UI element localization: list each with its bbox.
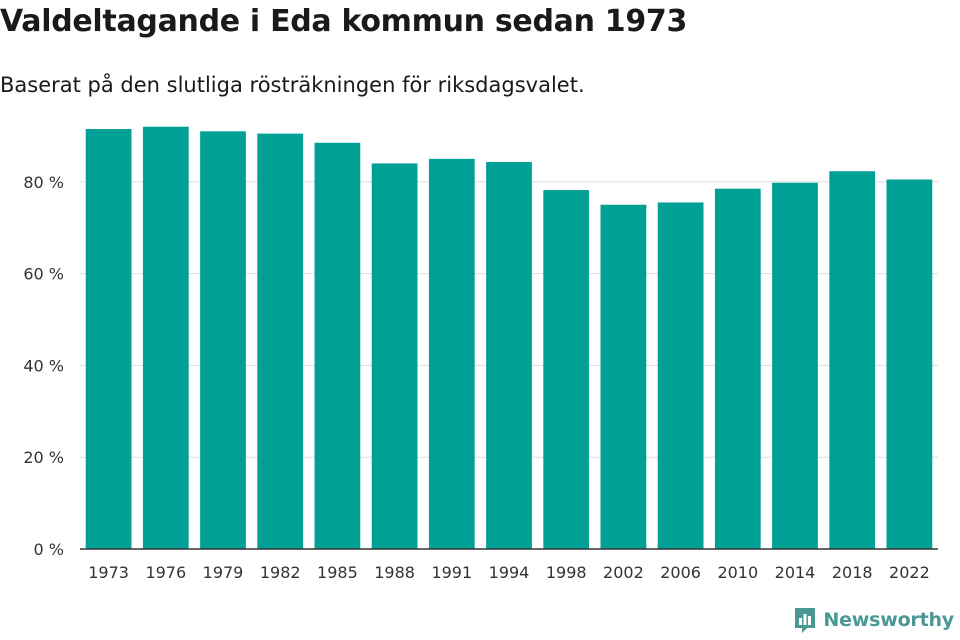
chart-subtitle: Baserat på den slutliga rösträkningen fö… [0, 73, 585, 97]
bar-1985 [314, 142, 361, 549]
brand-name: Newsworthy [823, 609, 954, 631]
bar-1998 [543, 190, 590, 549]
bars [85, 126, 933, 550]
x-tick-label: 1998 [546, 563, 587, 582]
x-tick-label: 2022 [889, 563, 930, 582]
y-tick-label: 20 % [23, 448, 64, 467]
x-tick-label: 1979 [203, 563, 244, 582]
bar-2014 [772, 182, 818, 549]
x-tick-label: 1988 [374, 563, 415, 582]
bar-1979 [200, 131, 246, 549]
bar-2018 [829, 171, 876, 550]
x-tick-label: 1976 [145, 563, 186, 582]
x-tick-label: 1985 [317, 563, 358, 582]
newsworthy-brand: Newsworthy [793, 606, 954, 634]
y-axis-ticks: 0 % 20 % 40 % 60 % 80 % [23, 173, 64, 559]
x-tick-label: 1973 [88, 563, 129, 582]
chart-title: Valdeltagande i Eda kommun sedan 1973 [0, 4, 688, 39]
bar-2002 [600, 204, 647, 549]
x-tick-label: 2018 [832, 563, 873, 582]
x-tick-label: 2010 [717, 563, 758, 582]
bar-chart-icon [793, 606, 817, 634]
y-tick-label: 40 % [23, 356, 64, 375]
bar-1988 [371, 163, 418, 549]
x-tick-label: 1991 [431, 563, 472, 582]
x-tick-label: 1994 [489, 563, 530, 582]
bar-1973 [85, 129, 132, 549]
bar-2006 [657, 202, 704, 549]
bar-2010 [714, 188, 761, 549]
y-tick-label: 0 % [34, 540, 64, 559]
y-tick-label: 60 % [23, 265, 64, 284]
y-tick-label: 80 % [23, 173, 64, 192]
bar-1982 [257, 133, 304, 550]
bar-1994 [486, 162, 532, 550]
bar-1976 [142, 126, 189, 549]
x-tick-label: 2014 [775, 563, 816, 582]
bar-2022 [886, 179, 933, 549]
bar-1991 [428, 158, 475, 549]
x-tick-label: 2002 [603, 563, 644, 582]
x-axis-ticks: 1973 1976 1979 1982 1985 1988 1991 1994 1998 2002… [88, 563, 930, 582]
x-tick-label: 1982 [260, 563, 301, 582]
x-tick-label: 2006 [660, 563, 701, 582]
